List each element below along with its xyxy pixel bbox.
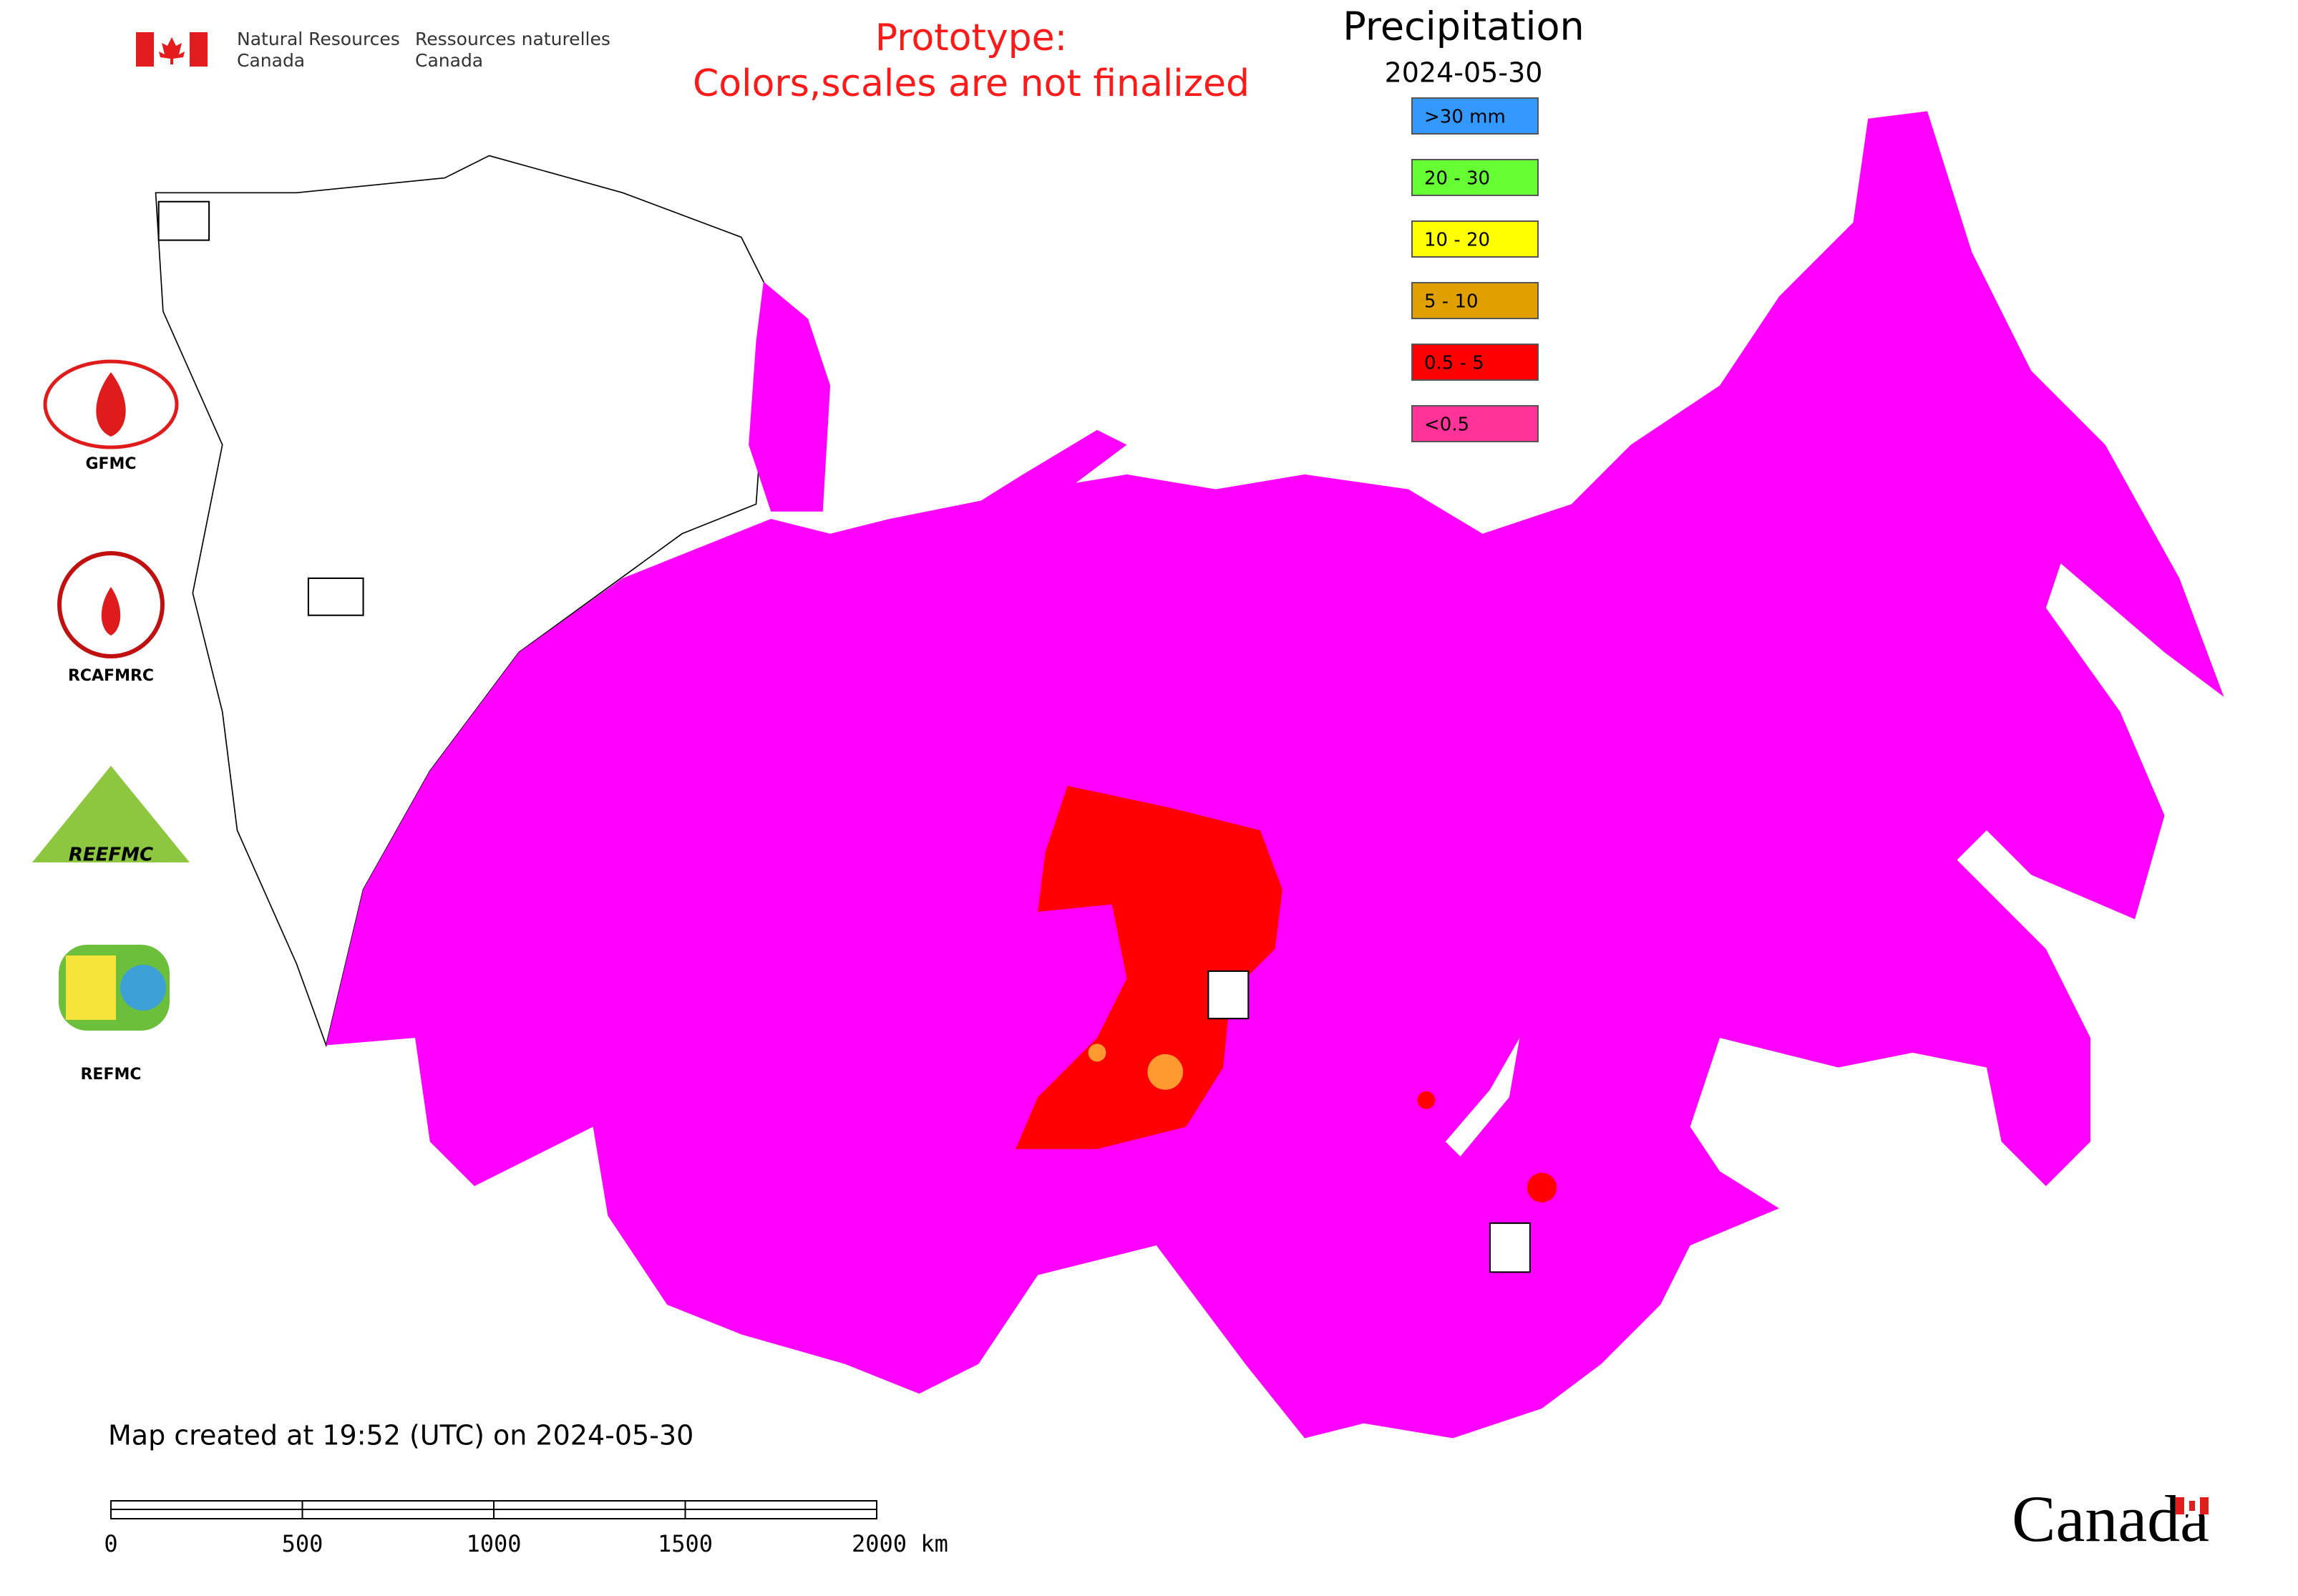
logo-label: GFMC — [85, 455, 136, 473]
agency-en: Canada — [237, 50, 305, 71]
flag-band — [136, 32, 154, 67]
precip-5-10 — [1089, 1043, 1106, 1061]
legend-date: 2024-05-30 — [1385, 57, 1543, 89]
notice: Prototype: — [875, 16, 1067, 59]
legend-label: 0.5 - 5 — [1424, 353, 1484, 374]
station-marker — [1490, 1223, 1530, 1272]
legend-title: Precipitation — [1343, 4, 1584, 49]
logo-label: RCAFMRC — [68, 667, 154, 685]
created-note: Map created at 19:52 (UTC) on 2024-05-30 — [108, 1420, 693, 1451]
station-marker — [308, 578, 364, 615]
wordmark-flag-band — [2176, 1497, 2184, 1514]
scale-label: 1000 — [466, 1530, 521, 1557]
scale-label: 2000 km — [852, 1530, 948, 1557]
logo-label: REFMC — [80, 1066, 141, 1084]
logo-refmc-stripes — [66, 955, 116, 1020]
flag-band — [190, 32, 208, 67]
wordmark-flag-band — [2200, 1497, 2209, 1514]
precip-0-5-5 — [1527, 1173, 1557, 1202]
agency-fr: Ressources naturelles — [415, 29, 610, 49]
agency-fr: Canada — [415, 50, 483, 71]
map-page: Natural Resources Canada Ressources natu… — [0, 0, 2298, 1593]
logo-refmc-globe — [120, 965, 166, 1011]
notice: Colors,scales are not finalized — [693, 62, 1250, 105]
precip-5-10 — [1147, 1054, 1183, 1090]
legend-label: <0.5 — [1424, 414, 1469, 436]
legend-label: >30 mm — [1424, 107, 1506, 128]
legend-label: 20 - 30 — [1424, 168, 1490, 190]
precip-0-5-5 — [1417, 1091, 1435, 1109]
legend-label: 5 - 10 — [1424, 291, 1479, 313]
station-marker — [1208, 971, 1248, 1018]
wordmark-leaf — [2189, 1501, 2195, 1511]
station-marker — [159, 202, 209, 240]
scale-label: 0 — [104, 1530, 117, 1557]
scale-label: 1500 — [658, 1530, 713, 1557]
legend-label: 10 - 20 — [1424, 230, 1490, 251]
canada-wordmark: Canada — [2012, 1482, 2209, 1555]
agency-en: Natural Resources — [237, 29, 400, 49]
scale-label: 500 — [282, 1530, 323, 1557]
logo-text: REEFMC — [69, 845, 153, 866]
